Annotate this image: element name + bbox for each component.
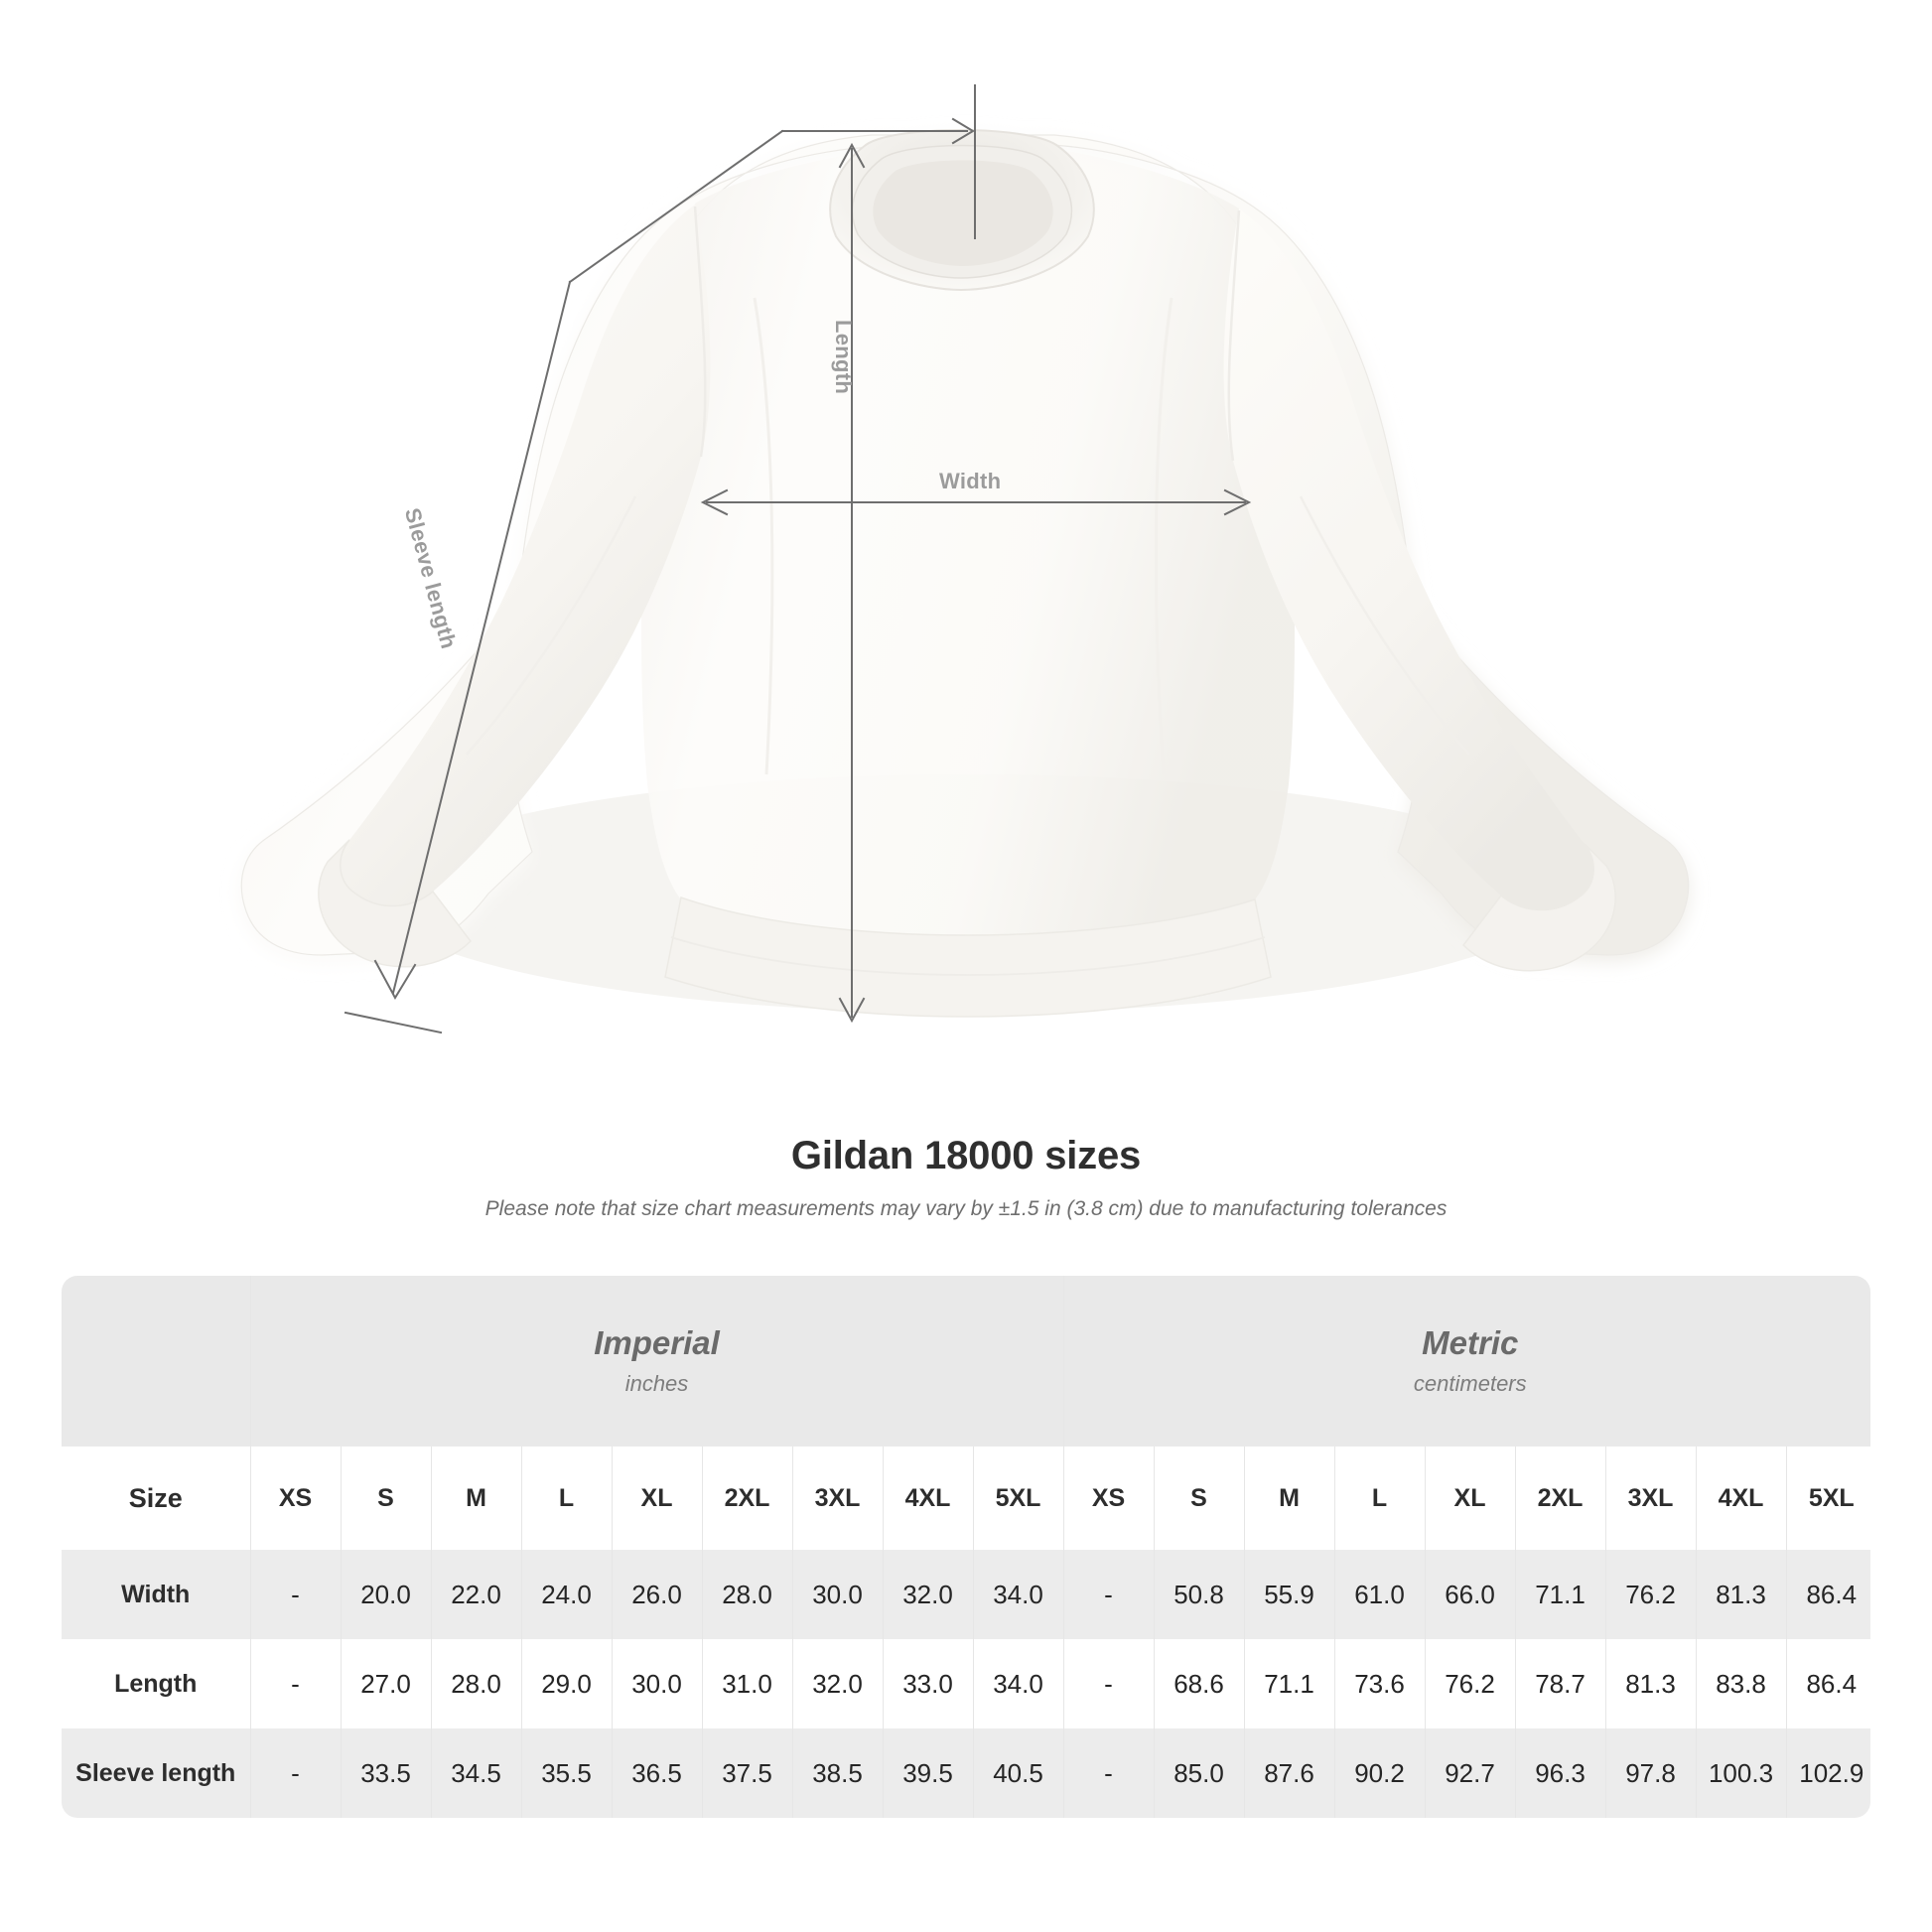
unit-subtitle: inches (624, 1371, 689, 1397)
size-column-header: M (431, 1447, 522, 1550)
measurement-cell: 39.5 (883, 1728, 974, 1818)
size-column-header: 5XL (973, 1447, 1064, 1550)
measurement-cell: 32.0 (883, 1550, 974, 1639)
tolerance-note: Please note that size chart measurements… (484, 1197, 1448, 1220)
measurement-cell: 40.5 (973, 1728, 1064, 1818)
measurement-cell: 31.0 (702, 1639, 793, 1728)
measurement-cell: 34.5 (431, 1728, 522, 1818)
measurement-cell: - (1063, 1550, 1155, 1639)
size-column-header: XS (250, 1447, 342, 1550)
length-dimension-label: Length (831, 320, 856, 395)
measurement-cell: 86.4 (1786, 1639, 1870, 1728)
measurement-cell: 102.9 (1786, 1728, 1870, 1818)
measurement-cell: 38.5 (792, 1728, 884, 1818)
size-column-header: S (1154, 1447, 1245, 1550)
unit-subtitle: centimeters (1413, 1371, 1527, 1397)
measurement-cell: 34.0 (973, 1639, 1064, 1728)
measurement-cell: - (250, 1728, 342, 1818)
garment-diagram: Length Width Sleeve length (240, 84, 1690, 1035)
size-header-row: Size XS S M L XL 2XL 3XL 4XL 5XL XS S M L XL 2XL 3XL 4XL 5… (62, 1447, 1870, 1550)
measurement-cell: 76.2 (1605, 1550, 1697, 1639)
size-table-container: Imperial inches Metric centimeters Size XS S M L… (62, 1276, 1870, 1818)
size-column-header: L (1334, 1447, 1426, 1550)
measurement-cell: 22.0 (431, 1550, 522, 1639)
size-column-header: XS (1063, 1447, 1155, 1550)
size-column-header: 2XL (1515, 1447, 1606, 1550)
width-dimension-label: Width (939, 469, 1002, 493)
unit-name: Metric (1422, 1323, 1519, 1361)
measurement-cell: 92.7 (1425, 1728, 1516, 1818)
size-column-header: XL (612, 1447, 703, 1550)
measurement-cell: 33.0 (883, 1639, 974, 1728)
unit-header-metric: Metric centimeters (1063, 1276, 1870, 1447)
measurement-cell: 96.3 (1515, 1728, 1606, 1818)
size-header-label: Size (62, 1447, 251, 1550)
size-column-header: 5XL (1786, 1447, 1870, 1550)
measurement-cell: 28.0 (431, 1639, 522, 1728)
measurement-cell: 27.0 (341, 1639, 432, 1728)
measurement-cell: - (250, 1639, 342, 1728)
measurement-cell: 66.0 (1425, 1550, 1516, 1639)
measurement-cell: 30.0 (792, 1550, 884, 1639)
measurement-cell: 20.0 (341, 1550, 432, 1639)
measurement-row-label: Length (62, 1639, 251, 1728)
measurement-cell: - (1063, 1639, 1155, 1728)
sweatshirt-illustration (240, 129, 1690, 1018)
measurement-cell: - (250, 1550, 342, 1639)
measurement-cell: 81.3 (1605, 1639, 1697, 1728)
measurement-cell: 30.0 (612, 1639, 703, 1728)
measurement-cell: 50.8 (1154, 1550, 1245, 1639)
measurement-cell: 90.2 (1334, 1728, 1426, 1818)
chart-heading: Gildan 18000 sizes Please note that size… (0, 1132, 1932, 1222)
unit-name: Imperial (594, 1323, 720, 1361)
unit-banner-spacer (62, 1276, 251, 1447)
size-column-header: L (521, 1447, 613, 1550)
measurement-cell: 35.5 (521, 1728, 613, 1818)
size-column-header: 3XL (1605, 1447, 1697, 1550)
size-column-header: 2XL (702, 1447, 793, 1550)
measurement-cell: - (1063, 1728, 1155, 1818)
unit-banner-row: Imperial inches Metric centimeters (62, 1276, 1870, 1447)
size-column-header: S (341, 1447, 432, 1550)
size-column-header: 4XL (1696, 1447, 1787, 1550)
measurement-cell: 87.6 (1244, 1728, 1335, 1818)
measurement-cell: 26.0 (612, 1550, 703, 1639)
measurement-row-label: Sleeve length (62, 1728, 251, 1818)
table-row: Length -27.0 28.0 29.0 30.0 31.0 32.0 33.0 34.0-… (62, 1639, 1870, 1728)
measurement-cell: 71.1 (1244, 1639, 1335, 1728)
measurement-cell: 97.8 (1605, 1728, 1697, 1818)
measurement-cell: 81.3 (1696, 1550, 1787, 1639)
measurement-cell: 36.5 (612, 1728, 703, 1818)
measurement-cell: 34.0 (973, 1550, 1064, 1639)
measurement-cell: 55.9 (1244, 1550, 1335, 1639)
table-row: Width -20.0 22.0 24.0 26.0 28.0 30.0 32.0 34.0-5… (62, 1550, 1870, 1639)
unit-header-imperial: Imperial inches (250, 1276, 1064, 1447)
measurement-cell: 37.5 (702, 1728, 793, 1818)
measurement-cell: 76.2 (1425, 1639, 1516, 1728)
measurement-cell: 28.0 (702, 1550, 793, 1639)
measurement-cell: 68.6 (1154, 1639, 1245, 1728)
measurement-cell: 29.0 (521, 1639, 613, 1728)
measurement-cell: 32.0 (792, 1639, 884, 1728)
size-column-header: 4XL (883, 1447, 974, 1550)
size-table: Imperial inches Metric centimeters Size XS S M L… (62, 1276, 1870, 1818)
size-column-header: 3XL (792, 1447, 884, 1550)
measurement-cell: 33.5 (341, 1728, 432, 1818)
page-title: Gildan 18000 sizes (790, 1134, 1142, 1177)
size-column-header: XL (1425, 1447, 1516, 1550)
measurement-cell: 24.0 (521, 1550, 613, 1639)
measurement-cell: 83.8 (1696, 1639, 1787, 1728)
measurement-cell: 61.0 (1334, 1550, 1426, 1639)
size-column-header: M (1244, 1447, 1335, 1550)
measurement-row-label: Width (62, 1550, 251, 1639)
measurement-cell: 100.3 (1696, 1728, 1787, 1818)
measurement-cell: 86.4 (1786, 1550, 1870, 1639)
measurement-cell: 78.7 (1515, 1639, 1606, 1728)
measurement-cell: 73.6 (1334, 1639, 1426, 1728)
measurement-cell: 71.1 (1515, 1550, 1606, 1639)
table-row: Sleeve length -33.5 34.5 35.5 36.5 37.5 38.5 39… (62, 1728, 1870, 1818)
measurement-cell: 85.0 (1154, 1728, 1245, 1818)
